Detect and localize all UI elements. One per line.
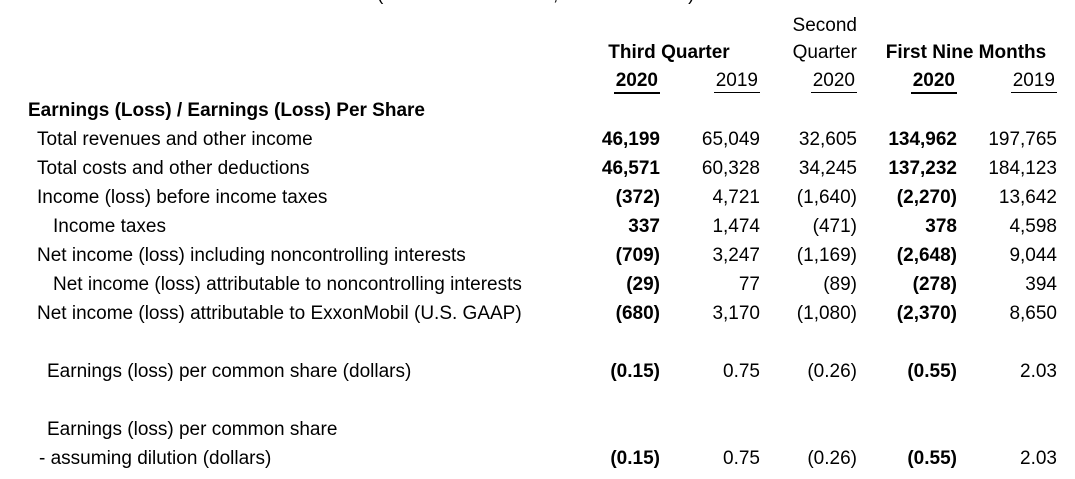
cell-value: (2,370) bbox=[896, 303, 957, 324]
cell-value: (0.26) bbox=[807, 448, 857, 469]
cell-value: 4,721 bbox=[712, 187, 760, 208]
cell-value: 0.75 bbox=[723, 448, 760, 469]
cell-value: 8,650 bbox=[1009, 303, 1057, 324]
row-label: Net income (loss) attributable to noncon… bbox=[53, 274, 522, 295]
cell-value: 34,245 bbox=[798, 158, 857, 179]
cell-value: (89) bbox=[823, 274, 857, 295]
cell-value: (0.15) bbox=[610, 361, 660, 382]
cell-value: 3,247 bbox=[712, 245, 760, 266]
header-row-1: Second bbox=[0, 12, 1057, 39]
cell-value: (471) bbox=[812, 216, 857, 237]
cell-value: (2,270) bbox=[896, 187, 957, 208]
table-row: Net income (loss) including noncontrolli… bbox=[0, 241, 1057, 270]
cell-value: (1,169) bbox=[796, 245, 857, 266]
cell-value: 46,199 bbox=[601, 129, 660, 150]
year-nine-months-2019: 2019 bbox=[1010, 70, 1057, 93]
row-label: Net income (loss) including noncontrolli… bbox=[37, 245, 466, 266]
cell-value: (1,640) bbox=[796, 187, 857, 208]
cell-value: 65,049 bbox=[701, 129, 760, 150]
row-label: - assuming dilution (dollars) bbox=[39, 448, 272, 469]
year-second-quarter-2020: 2020 bbox=[810, 70, 857, 93]
cell-value: (278) bbox=[912, 274, 957, 295]
cell-value: 2.03 bbox=[1020, 448, 1057, 469]
cell-value: 9,044 bbox=[1009, 245, 1057, 266]
cell-value: (680) bbox=[615, 303, 660, 324]
year-nine-months-2020: 2020 bbox=[910, 70, 957, 94]
row-label: Net income (loss) attributable to ExxonM… bbox=[37, 303, 522, 324]
cell-value: 3,170 bbox=[712, 303, 760, 324]
row-label: Earnings (loss) per common share (dollar… bbox=[47, 361, 412, 382]
cell-value: (1,080) bbox=[796, 303, 857, 324]
table-row: Earnings (loss) per common share (dollar… bbox=[0, 357, 1057, 386]
table-row: Net income (loss) attributable to ExxonM… bbox=[0, 299, 1057, 328]
spacer-row bbox=[0, 386, 1057, 415]
spacer-row bbox=[0, 328, 1057, 357]
cell-value: 2.03 bbox=[1020, 361, 1057, 382]
cell-value: (0.55) bbox=[907, 361, 957, 382]
cell-value: 13,642 bbox=[998, 187, 1057, 208]
table-row: Income (loss) before income taxes (372) … bbox=[0, 183, 1057, 212]
table-row: Total costs and other deductions 46,571 … bbox=[0, 154, 1057, 183]
table-row: - assuming dilution (dollars) (0.15) 0.7… bbox=[0, 444, 1057, 473]
cell-value: 77 bbox=[738, 274, 760, 295]
cell-value: 378 bbox=[925, 216, 957, 237]
header-quarter: Quarter bbox=[792, 42, 857, 63]
cell-value: 0.75 bbox=[723, 361, 760, 382]
cell-value: (0.15) bbox=[610, 448, 660, 469]
cell-value: 4,598 bbox=[1009, 216, 1057, 237]
cell-value: (372) bbox=[615, 187, 660, 208]
table-row: Total revenues and other income 46,199 6… bbox=[0, 125, 1057, 154]
cell-value: (0.55) bbox=[907, 448, 957, 469]
row-label: Income taxes bbox=[53, 216, 166, 237]
row-label: Total costs and other deductions bbox=[37, 158, 310, 179]
cell-value: 184,123 bbox=[988, 158, 1057, 179]
cell-value: 137,232 bbox=[888, 158, 957, 179]
cell-value: (709) bbox=[615, 245, 660, 266]
cell-value: (29) bbox=[626, 274, 660, 295]
row-label: Total revenues and other income bbox=[37, 129, 313, 150]
table-row: Earnings (loss) per common share bbox=[0, 415, 1057, 444]
cell-value: 394 bbox=[1025, 274, 1057, 295]
header-year-row: 2020 2019 2020 2020 2019 bbox=[0, 66, 1057, 96]
header-third-quarter: Third Quarter bbox=[608, 42, 730, 63]
cell-value: 134,962 bbox=[888, 129, 957, 150]
year-third-quarter-2020: 2020 bbox=[613, 70, 660, 94]
earnings-table: Second Third Quarter Quarter First Nine … bbox=[0, 12, 1057, 473]
header-first-nine-months: First Nine Months bbox=[885, 42, 1047, 63]
cell-value: 60,328 bbox=[701, 158, 760, 179]
table-row: Net income (loss) attributable to noncon… bbox=[0, 270, 1057, 299]
cell-value: 337 bbox=[628, 216, 660, 237]
cell-value: 1,474 bbox=[712, 216, 760, 237]
cell-value: 197,765 bbox=[988, 129, 1057, 150]
section-title-row: Earnings (Loss) / Earnings (Loss) Per Sh… bbox=[0, 96, 1057, 125]
cell-value: 32,605 bbox=[798, 129, 857, 150]
cell-value: (2,648) bbox=[896, 245, 957, 266]
cell-value: (0.26) bbox=[807, 361, 857, 382]
header-second: Second bbox=[792, 15, 857, 36]
row-label: Income (loss) before income taxes bbox=[37, 187, 328, 208]
cell-value: 46,571 bbox=[601, 158, 660, 179]
clipped-caption-text: (millions of dollars, unless noted) bbox=[377, 0, 696, 6]
row-label: Earnings (loss) per common share bbox=[47, 419, 338, 440]
header-row-2: Third Quarter Quarter First Nine Months bbox=[0, 39, 1057, 66]
year-third-quarter-2019: 2019 bbox=[713, 70, 760, 93]
clipped-caption-line: (millions of dollars, unless noted) bbox=[0, 0, 1075, 7]
section-title: Earnings (Loss) / Earnings (Loss) Per Sh… bbox=[28, 100, 425, 121]
table-row: Income taxes 337 1,474 (471) 378 4,598 bbox=[0, 212, 1057, 241]
